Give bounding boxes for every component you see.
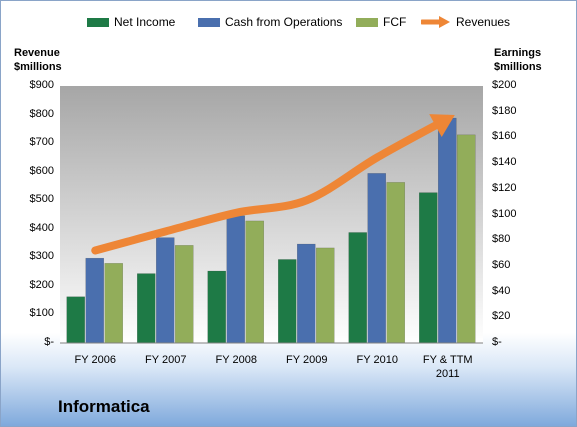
right-tick-label: $40	[492, 284, 511, 297]
x-tick-label: FY 2006	[74, 354, 116, 366]
left-axis-title: Revenue $millions	[14, 46, 62, 74]
right-tick-label: $160	[492, 130, 517, 143]
bar-fcf	[175, 245, 194, 344]
bar-net-income	[137, 273, 156, 344]
bar-fcf	[104, 263, 123, 344]
bar-fcf	[316, 247, 335, 344]
legend: Net Income Cash from Operations FCF Reve…	[0, 15, 577, 33]
bar-fcf	[457, 134, 476, 344]
left-tick-label: $300	[29, 250, 54, 263]
legend-label-net-income: Net Income	[114, 15, 176, 29]
bar-fcf	[245, 220, 264, 344]
bar-cfo	[226, 215, 245, 344]
right-tick-label: $20	[492, 310, 511, 323]
left-tick-label: $900	[29, 79, 54, 91]
left-tick-label: $800	[29, 107, 54, 120]
left-tick-label: $100	[29, 307, 54, 320]
bar-cfo	[367, 173, 386, 344]
legend-label-revenues: Revenues	[456, 15, 511, 29]
left-tick-label: $700	[29, 136, 54, 149]
bar-net-income	[419, 192, 438, 344]
left-tick-label: $200	[29, 278, 54, 291]
right-tick-label: $120	[492, 181, 517, 194]
legend-label-cfo: Cash from Operations	[225, 15, 343, 29]
legend-item-cfo: Cash from Operations	[198, 15, 342, 29]
right-tick-label: $60	[492, 258, 511, 271]
bar-net-income	[66, 296, 85, 344]
revenues-arrowhead	[429, 114, 455, 137]
right-axis-title: Earnings $millions	[494, 46, 542, 74]
right-tick-label: $100	[492, 207, 517, 220]
bar-net-income	[207, 270, 226, 344]
legend-swatch-cfo	[198, 17, 220, 27]
x-tick-label: FY 2007	[145, 354, 187, 366]
bar-cfo	[156, 237, 175, 344]
x-tick-label: FY & TTM 2011	[422, 354, 473, 380]
legend-swatch-revenues	[421, 16, 450, 28]
legend-item-revenues: Revenues	[421, 15, 510, 29]
left-axis-title-line-2: $millions	[14, 61, 62, 73]
plot-area	[60, 86, 483, 343]
right-tick-label: $200	[492, 79, 517, 91]
left-tick-label: $500	[29, 193, 54, 206]
left-tick-label: $-	[44, 336, 54, 348]
bar-cfo	[438, 117, 457, 344]
x-tick-label: FY 2009	[286, 354, 328, 366]
right-axis-title-line-1: Earnings	[494, 47, 542, 59]
x-tick-label: FY 2008	[215, 354, 257, 366]
revenues-line	[91, 114, 452, 255]
legend-label-fcf: FCF	[383, 15, 407, 29]
company-name: Informatica	[58, 397, 150, 416]
left-tick-label: $400	[29, 221, 54, 234]
left-tick-label: $600	[29, 164, 54, 177]
bar-cfo	[297, 243, 316, 344]
x-tick-label: FY 2010	[356, 354, 398, 366]
bar-fcf	[386, 182, 405, 344]
legend-swatch-fcf	[356, 17, 378, 27]
right-tick-label: $140	[492, 156, 517, 169]
legend-swatch-net-income	[87, 17, 109, 27]
legend-item-net-income: Net Income	[87, 15, 175, 29]
bar-cfo	[85, 257, 104, 344]
right-tick-label: $80	[492, 233, 511, 246]
right-tick-label: $180	[492, 104, 517, 117]
legend-item-fcf: FCF	[356, 15, 406, 29]
right-tick-label: $-	[492, 336, 502, 348]
left-axis-title-line-1: Revenue	[14, 47, 60, 59]
bar-net-income	[278, 259, 297, 344]
bar-net-income	[348, 232, 367, 344]
right-axis-title-line-2: $millions	[494, 61, 542, 73]
